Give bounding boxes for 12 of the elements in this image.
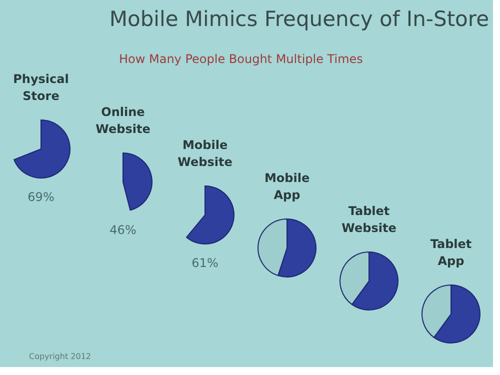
chart-title: Mobile Website — [178, 138, 232, 169]
data-label: 69% — [28, 190, 54, 204]
text: How Many People Bought Multiple Times — [119, 52, 363, 66]
text: Copyright 2012 — [29, 352, 91, 361]
chart-title: Tablet Website — [342, 204, 396, 235]
chart-title: Online Website — [96, 105, 150, 136]
chart-title: Physical Store — [13, 72, 69, 103]
data-label: 46% — [110, 223, 136, 237]
data-label: 61% — [192, 256, 218, 270]
text: Mobile Mimics Frequency of In-Store — [109, 7, 489, 31]
chart-title: Tablet App — [430, 237, 472, 268]
chart-title: Mobile App — [264, 171, 310, 202]
